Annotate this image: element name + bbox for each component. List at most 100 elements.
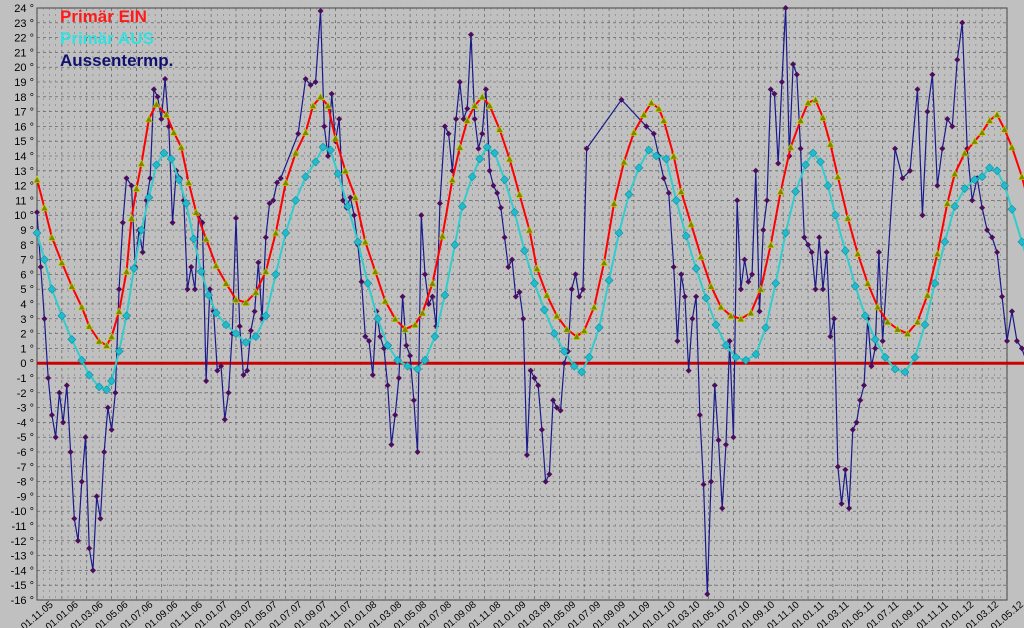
data-point bbox=[678, 271, 685, 278]
data-point bbox=[101, 449, 108, 455]
data-point bbox=[634, 163, 644, 173]
data-point bbox=[726, 311, 735, 320]
data-point bbox=[1017, 237, 1024, 247]
data-point bbox=[863, 279, 872, 287]
data-point bbox=[761, 323, 771, 333]
y-tick-label: -13 ° bbox=[11, 551, 34, 563]
data-point bbox=[97, 515, 104, 522]
data-point bbox=[838, 500, 845, 507]
data-point bbox=[128, 182, 135, 189]
data-point bbox=[222, 279, 231, 287]
data-point bbox=[531, 375, 538, 381]
data-point bbox=[221, 416, 228, 423]
data-point bbox=[681, 293, 688, 300]
data-point bbox=[812, 286, 819, 293]
data-point bbox=[247, 327, 254, 334]
data-point bbox=[515, 190, 524, 198]
data-point bbox=[129, 264, 139, 273]
data-point bbox=[752, 167, 759, 174]
data-point bbox=[823, 249, 830, 256]
data-point bbox=[112, 389, 119, 396]
data-point bbox=[970, 175, 980, 185]
data-point bbox=[369, 372, 376, 379]
data-point bbox=[977, 172, 987, 182]
data-point bbox=[139, 249, 146, 256]
data-point bbox=[57, 311, 67, 321]
data-point bbox=[114, 346, 124, 356]
data-point bbox=[860, 311, 870, 321]
data-point bbox=[907, 167, 913, 174]
data-point bbox=[448, 175, 457, 183]
data-point bbox=[455, 142, 464, 151]
data-point bbox=[107, 376, 117, 386]
data-point bbox=[872, 345, 879, 352]
data-point bbox=[527, 367, 534, 374]
data-point bbox=[331, 134, 340, 142]
data-point bbox=[1007, 204, 1017, 214]
data-point bbox=[910, 352, 920, 362]
data-point bbox=[47, 284, 57, 294]
data-point bbox=[362, 333, 369, 340]
data-point bbox=[883, 317, 892, 326]
data-point bbox=[85, 322, 94, 330]
data-point bbox=[766, 240, 775, 249]
y-tick-label: 1 ° bbox=[20, 343, 34, 355]
legend: Primär EIN Primär AUS Aussentermp. bbox=[60, 6, 173, 72]
data-point bbox=[497, 204, 504, 211]
data-point bbox=[805, 241, 812, 248]
data-point bbox=[240, 372, 247, 379]
data-point bbox=[48, 412, 55, 418]
data-point bbox=[999, 293, 1006, 300]
data-point bbox=[40, 255, 49, 265]
data-point bbox=[979, 204, 986, 211]
data-point bbox=[32, 228, 42, 238]
data-point bbox=[685, 367, 692, 374]
data-point bbox=[831, 315, 838, 322]
data-point bbox=[843, 214, 852, 222]
data-point bbox=[943, 199, 952, 207]
data-point bbox=[594, 323, 604, 333]
data-point bbox=[251, 332, 261, 341]
data-point bbox=[689, 315, 696, 322]
data-point bbox=[457, 201, 467, 211]
data-point bbox=[681, 231, 691, 241]
data-point bbox=[241, 338, 251, 347]
data-point bbox=[102, 385, 112, 395]
y-tick-label: -14 ° bbox=[11, 565, 34, 577]
data-point bbox=[600, 258, 609, 266]
data-point bbox=[650, 130, 657, 137]
data-point bbox=[418, 212, 425, 219]
data-point bbox=[993, 110, 1002, 118]
data-point bbox=[776, 187, 785, 195]
data-point bbox=[377, 333, 384, 340]
data-point bbox=[760, 227, 767, 233]
data-point bbox=[644, 145, 654, 155]
data-point bbox=[745, 278, 752, 285]
y-tick-label: 2 ° bbox=[20, 329, 34, 341]
data-point bbox=[94, 382, 104, 392]
data-point bbox=[318, 142, 328, 152]
y-tick-label: -15 ° bbox=[11, 580, 34, 592]
data-point bbox=[151, 160, 161, 170]
data-point bbox=[147, 175, 154, 182]
data-point bbox=[302, 76, 309, 83]
data-point bbox=[661, 154, 671, 164]
data-point bbox=[261, 311, 271, 321]
data-point bbox=[501, 234, 508, 241]
data-point bbox=[89, 567, 96, 574]
data-point bbox=[336, 116, 343, 122]
y-tick-label: 5 ° bbox=[20, 284, 34, 296]
data-point bbox=[56, 389, 63, 396]
data-point bbox=[903, 329, 912, 337]
data-point bbox=[778, 79, 785, 85]
data-point bbox=[154, 93, 161, 100]
data-point bbox=[482, 86, 489, 93]
data-point bbox=[834, 463, 841, 470]
data-point bbox=[196, 267, 206, 276]
data-point bbox=[261, 267, 270, 275]
y-tick-label: -16 ° bbox=[11, 595, 34, 607]
data-point bbox=[933, 249, 942, 257]
data-point bbox=[940, 237, 950, 247]
data-point bbox=[211, 308, 221, 318]
data-point bbox=[490, 148, 500, 158]
